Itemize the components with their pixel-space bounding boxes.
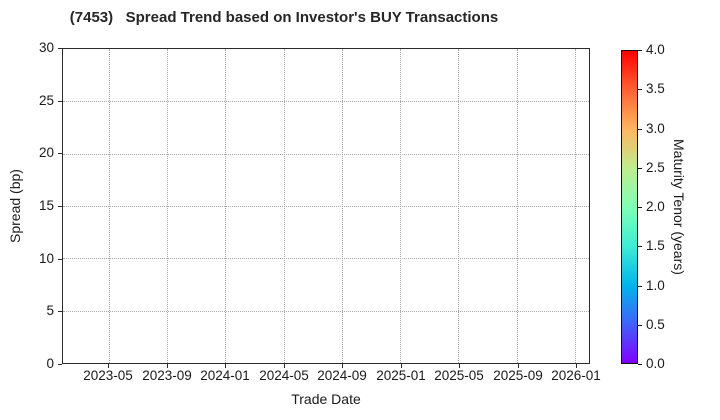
x-axis-label: Trade Date [291, 391, 361, 407]
x-tick-mark [284, 364, 285, 368]
colorbar-tick-mark [638, 89, 642, 90]
colorbar-tick-label: 2.5 [646, 160, 665, 175]
x-gridline [283, 49, 285, 363]
y-gridline [63, 310, 589, 312]
x-tick-mark [167, 364, 168, 368]
x-tick-mark [108, 364, 109, 368]
colorbar-tick-mark [638, 364, 642, 365]
x-tick-label: 2023-09 [142, 368, 192, 383]
x-tick-mark [459, 364, 460, 368]
x-tick-label: 2025-01 [376, 368, 426, 383]
y-tick-label: 0 [46, 356, 54, 371]
y-tick-mark [58, 206, 62, 207]
colorbar-tick-label: 1.5 [646, 238, 665, 253]
colorbar-tick-mark [638, 50, 642, 51]
x-tick-mark [576, 364, 577, 368]
colorbar-tick-label: 1.0 [646, 278, 665, 293]
colorbar-tick-mark [638, 246, 642, 247]
x-tick-label: 2023-05 [83, 368, 133, 383]
y-gridline [63, 153, 589, 155]
y-gridline [63, 101, 589, 103]
x-tick-label: 2025-05 [434, 368, 484, 383]
y-tick-mark [58, 311, 62, 312]
chart-title: (7453) Spread Trend based on Investor's … [69, 9, 499, 26]
y-tick-label: 10 [38, 251, 54, 266]
x-gridline [575, 49, 577, 363]
y-tick-mark [58, 259, 62, 260]
y-gridline [63, 206, 589, 207]
x-tick-label: 2024-09 [317, 368, 367, 383]
y-tick-label: 20 [38, 145, 54, 160]
colorbar-tick-label: 0.5 [646, 317, 665, 332]
colorbar-tick-label: 4.0 [646, 42, 665, 57]
colorbar-tick-mark [638, 168, 642, 169]
colorbar-tick-label: 2.0 [646, 199, 665, 214]
y-tick-mark [58, 153, 62, 154]
x-tick-label: 2025-09 [493, 368, 543, 383]
x-gridline [516, 49, 518, 363]
colorbar-tick-label: 3.5 [646, 81, 665, 96]
y-tick-mark [58, 48, 62, 49]
x-tick-label: 2024-01 [200, 368, 250, 383]
x-gridline [167, 49, 169, 363]
colorbar-tick-mark [638, 207, 642, 208]
x-gridline [341, 49, 343, 363]
x-gridline [458, 49, 460, 363]
y-tick-label: 5 [46, 303, 54, 318]
x-tick-mark [342, 364, 343, 368]
y-tick-label: 30 [38, 40, 54, 55]
y-gridline [63, 258, 589, 260]
x-tick-mark [225, 364, 226, 368]
colorbar-label: Maturity Tenor (years) [671, 139, 687, 275]
colorbar-tick-label: 0.0 [646, 356, 665, 371]
x-gridline [108, 49, 110, 363]
y-tick-label: 15 [38, 198, 54, 213]
x-tick-label: 2026-01 [551, 368, 601, 383]
colorbar [621, 50, 638, 364]
x-gridline [225, 49, 227, 363]
colorbar-tick-mark [638, 129, 642, 130]
x-tick-mark [518, 364, 519, 368]
x-tick-label: 2024-05 [259, 368, 309, 383]
colorbar-tick-label: 3.0 [646, 121, 665, 136]
y-tick-label: 25 [38, 93, 54, 108]
y-tick-mark [58, 101, 62, 102]
y-tick-mark [58, 364, 62, 365]
plot-area [62, 48, 590, 364]
x-gridline [400, 49, 402, 363]
colorbar-tick-mark [638, 286, 642, 287]
colorbar-tick-mark [638, 325, 642, 326]
x-tick-mark [401, 364, 402, 368]
